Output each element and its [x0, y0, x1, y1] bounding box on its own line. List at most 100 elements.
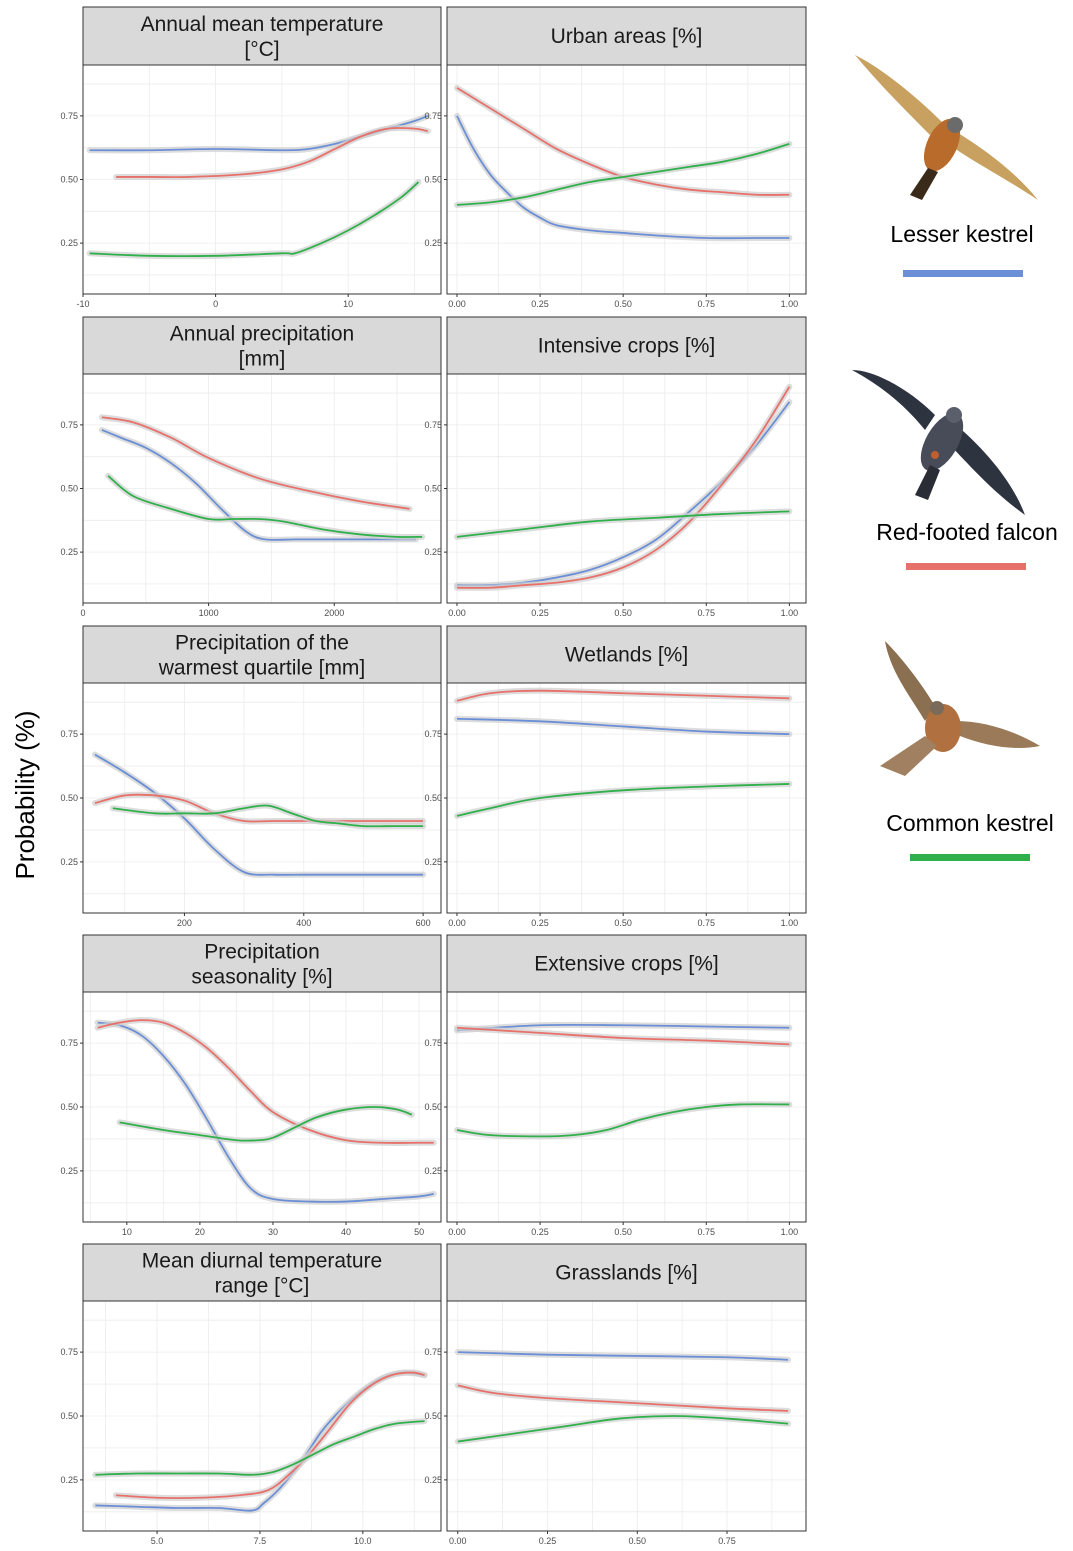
x-tick-label: 0.75 [698, 1227, 716, 1237]
series-line-lesser-kestrel [89, 115, 429, 152]
x-tick-label: 0.50 [629, 1536, 647, 1546]
y-tick-label: 0.75 [424, 1038, 442, 1048]
panel-1: Annual mean temperature[°C] 0.25 0.50 0.75 -… [60, 6, 442, 309]
x-tick-label: 0.00 [448, 608, 466, 618]
y-tick-label: 0.50 [424, 484, 442, 494]
y-axis-label: Probability (%) [10, 710, 40, 879]
x-tick-label: 0.75 [718, 1536, 736, 1546]
y-tick-label: 0.50 [60, 175, 78, 185]
panel-title-line: Urban areas [%] [551, 25, 703, 48]
panel-header [82, 1243, 442, 1302]
y-tick-label: 0.50 [424, 1102, 442, 1112]
legend-line-red-footed-falcon [906, 563, 1026, 570]
series-line-common-kestrel [89, 181, 420, 258]
y-tick-label: 0.75 [424, 111, 442, 121]
x-tick-label: 1.00 [781, 299, 799, 309]
y-tick-label: 0.25 [424, 238, 442, 248]
series-line-common-kestrel [456, 1103, 790, 1138]
legend-line-common-kestrel [910, 854, 1030, 861]
series-line-lesser-kestrel [456, 717, 790, 736]
x-tick-label: 0.00 [448, 299, 466, 309]
x-tick-label: 30 [268, 1227, 278, 1237]
series-line-lesser-kestrel [456, 115, 790, 240]
series-line-common-kestrel [457, 1415, 789, 1443]
plot-frame [446, 682, 807, 914]
series-line-red-footed-falcon [101, 416, 410, 510]
panel-title-line: [°C] [244, 38, 279, 61]
plot-frame [82, 991, 442, 1223]
panel-title-line: seasonality [%] [191, 966, 332, 989]
x-tick-label: 0.00 [448, 1227, 466, 1237]
series-line-common-kestrel [119, 1106, 413, 1142]
x-tick-label: 0 [213, 299, 218, 309]
x-tick-label: 600 [416, 918, 431, 928]
panel-3: Annual precipitation[mm] 0.25 0.50 0.75 0 100… [60, 316, 442, 618]
y-tick-label: 0.25 [60, 857, 78, 867]
panel-4: Intensive crops [%] 0.25 0.50 0.75 0.00 0.25 0… [424, 316, 807, 618]
panel-title-line: [mm] [239, 348, 286, 371]
x-tick-label: 0.75 [698, 608, 716, 618]
x-tick-label: 1.00 [781, 1227, 799, 1237]
x-tick-label: 20 [195, 1227, 205, 1237]
legend-label-common-kestrel: Common kestrel [886, 810, 1054, 836]
series-line-lesser-kestrel [456, 1023, 790, 1032]
y-tick-label: 0.75 [424, 420, 442, 430]
legend-label-lesser-kestrel: Lesser kestrel [890, 221, 1034, 247]
plot-frame [82, 373, 442, 604]
legend-line-lesser-kestrel [903, 270, 1023, 277]
y-tick-label: 0.75 [60, 111, 78, 121]
y-tick-label: 0.75 [60, 1038, 78, 1048]
y-tick-label: 0.50 [424, 175, 442, 185]
panel-title-line: warmest quartile [mm] [158, 657, 366, 680]
panel-10: Grasslands [%] 0.25 0.50 0.75 0.00 0.25 0.50 0.… [424, 1243, 807, 1546]
panel-8: Extensive crops [%] 0.25 0.50 0.75 0.00 0.25 0… [424, 934, 807, 1237]
x-tick-label: 400 [296, 918, 311, 928]
x-tick-label: 0.50 [614, 299, 632, 309]
series-line-lesser-kestrel [97, 1021, 434, 1203]
plot-frame [82, 1300, 442, 1532]
x-tick-label: 0.25 [531, 918, 549, 928]
panel-header [82, 625, 442, 684]
plot-frame [446, 991, 807, 1223]
series-line-red-footed-falcon [456, 1026, 790, 1046]
series-line-red-footed-falcon [97, 1019, 434, 1144]
x-tick-label: 1.00 [781, 608, 799, 618]
x-tick-label: 10.0 [354, 1536, 372, 1546]
x-tick-label: 0.25 [531, 1227, 549, 1237]
x-tick-label: 0.50 [614, 1227, 632, 1237]
panel-grid: Annual mean temperature[°C] 0.25 0.50 0.75 -… [60, 6, 807, 1546]
panel-title-line: Grasslands [%] [555, 1262, 697, 1285]
y-tick-label: 0.25 [60, 1475, 78, 1485]
panel-header [82, 6, 442, 66]
series-line-red-footed-falcon [456, 386, 791, 589]
panel-header [446, 625, 807, 684]
legend-label-red-footed-falcon: Red-footed falcon [876, 519, 1058, 545]
panel-title-line: range [°C] [215, 1275, 310, 1298]
y-tick-label: 0.50 [60, 1411, 78, 1421]
y-tick-label: 0.50 [60, 484, 78, 494]
series-line-common-kestrel [456, 783, 790, 817]
red-footed-falcon-photo [852, 370, 1025, 515]
panel-title-line: Annual mean temperature [141, 13, 384, 36]
series-line-common-kestrel [456, 510, 790, 538]
x-tick-label: 10 [122, 1227, 132, 1237]
series-line-red-footed-falcon [457, 1384, 789, 1412]
plot-frame [82, 64, 442, 295]
x-tick-label: 5.0 [151, 1536, 164, 1546]
x-tick-label: 2000 [324, 608, 344, 618]
plot-frame [82, 682, 442, 914]
y-tick-label: 0.25 [424, 1475, 442, 1485]
x-tick-label: 200 [177, 918, 192, 928]
x-tick-label: 0.25 [531, 608, 549, 618]
x-tick-label: 1.00 [781, 918, 799, 928]
panel-title-line: Wetlands [%] [565, 644, 688, 667]
panel-header [446, 934, 807, 993]
y-tick-label: 0.25 [60, 547, 78, 557]
x-tick-label: 0.50 [614, 608, 632, 618]
x-tick-label: 0.00 [448, 918, 466, 928]
panel-title-line: Precipitation of the [175, 632, 349, 655]
series-line-red-footed-falcon [94, 793, 424, 823]
y-tick-label: 0.25 [424, 547, 442, 557]
series-line-common-kestrel [456, 143, 790, 206]
panel-title-line: Intensive crops [%] [538, 335, 715, 358]
